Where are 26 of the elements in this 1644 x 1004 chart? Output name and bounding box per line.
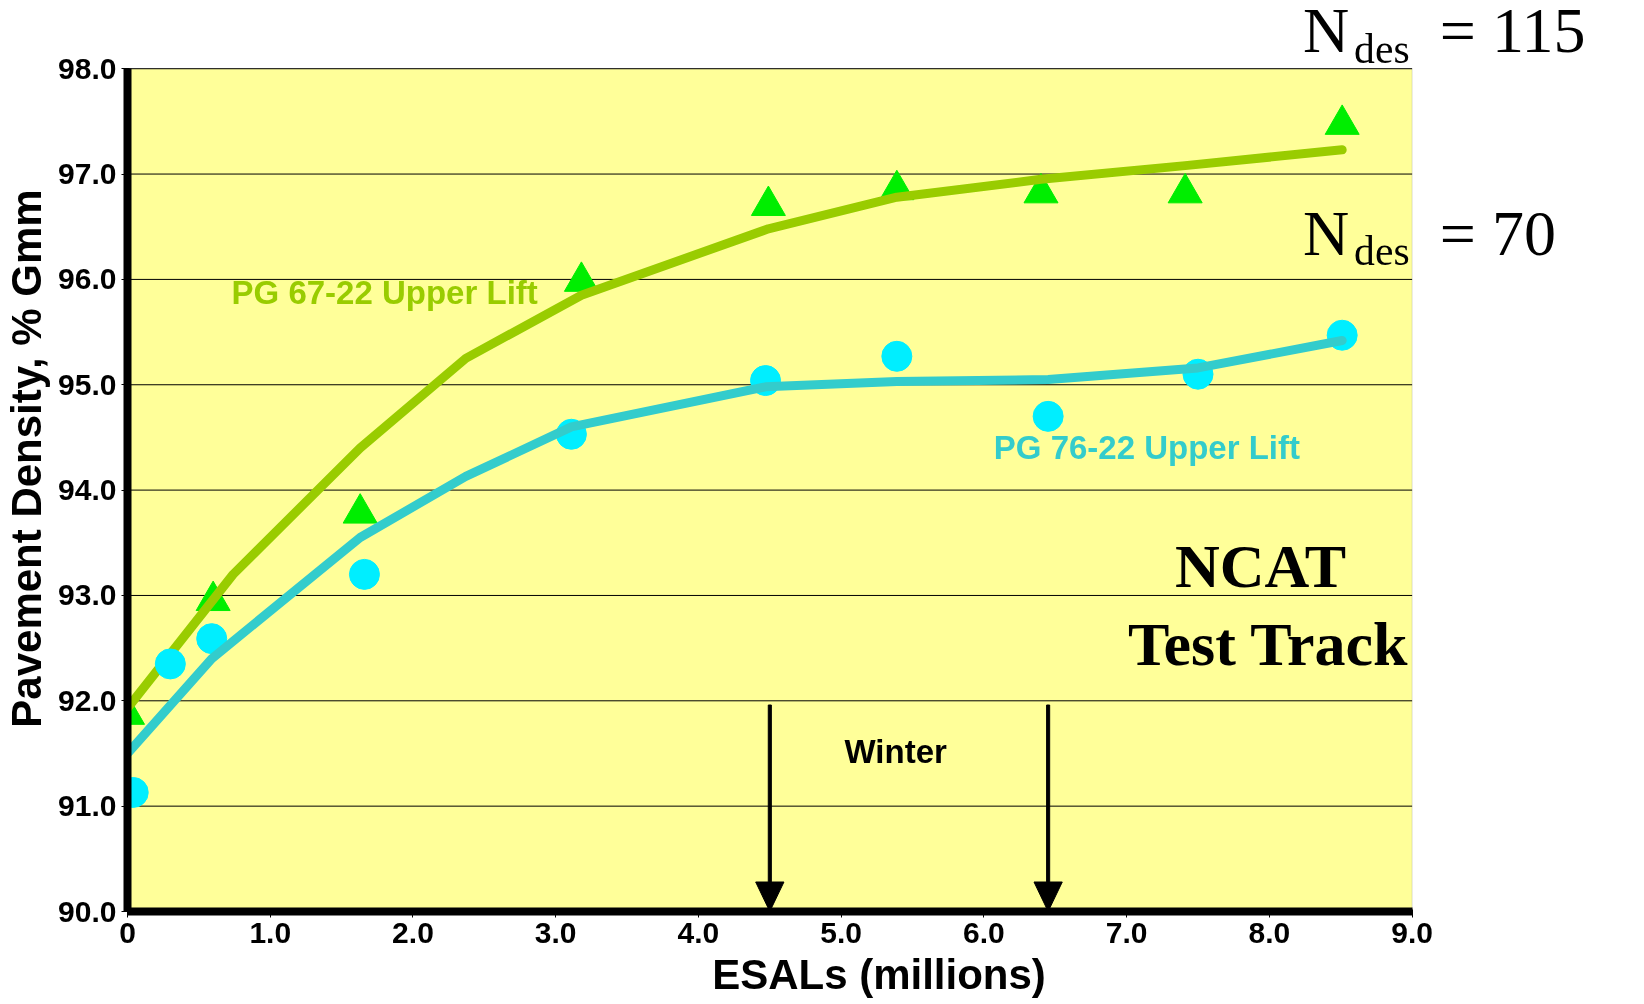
y-tick-label: 95.0	[58, 367, 117, 401]
y-tick-label: 97.0	[58, 157, 117, 191]
x-tick-label: 9.0	[1391, 915, 1433, 949]
x-tick-label: 3.0	[534, 915, 577, 949]
x-tick-label: 5.0	[820, 915, 863, 949]
x-tick-label: 7.0	[1105, 915, 1148, 949]
y-tick-label: 96.0	[58, 262, 117, 296]
x-tick-label: 4.0	[677, 915, 720, 949]
x-tick-label: 1.0	[249, 915, 292, 949]
series-label: PG 67-22 Upper Lift	[231, 273, 538, 311]
y-tick-label: 91.0	[58, 789, 117, 823]
x-tick-label: 2.0	[392, 915, 434, 949]
y-tick-label: 98.0	[58, 51, 117, 85]
y-axis-title: Pavement Density, % Gmm	[3, 189, 51, 728]
annotation: Test Track	[1127, 609, 1408, 678]
series-label: PG 76-22 Upper Lift	[993, 429, 1301, 467]
y-tick-label: 93.0	[58, 578, 117, 612]
y-tick-label: 90.0	[58, 894, 117, 928]
annotation: NCAT	[1174, 531, 1347, 600]
x-tick-label: 6.0	[963, 915, 1005, 949]
x-tick-label: 0	[119, 915, 136, 949]
x-tick-label: 8.0	[1248, 915, 1291, 949]
annotation: Winter	[844, 732, 948, 770]
y-tick-label: 92.0	[58, 683, 117, 717]
y-tick-label: 94.0	[58, 473, 117, 507]
x-axis-title: ESALs (millions)	[712, 950, 1046, 998]
